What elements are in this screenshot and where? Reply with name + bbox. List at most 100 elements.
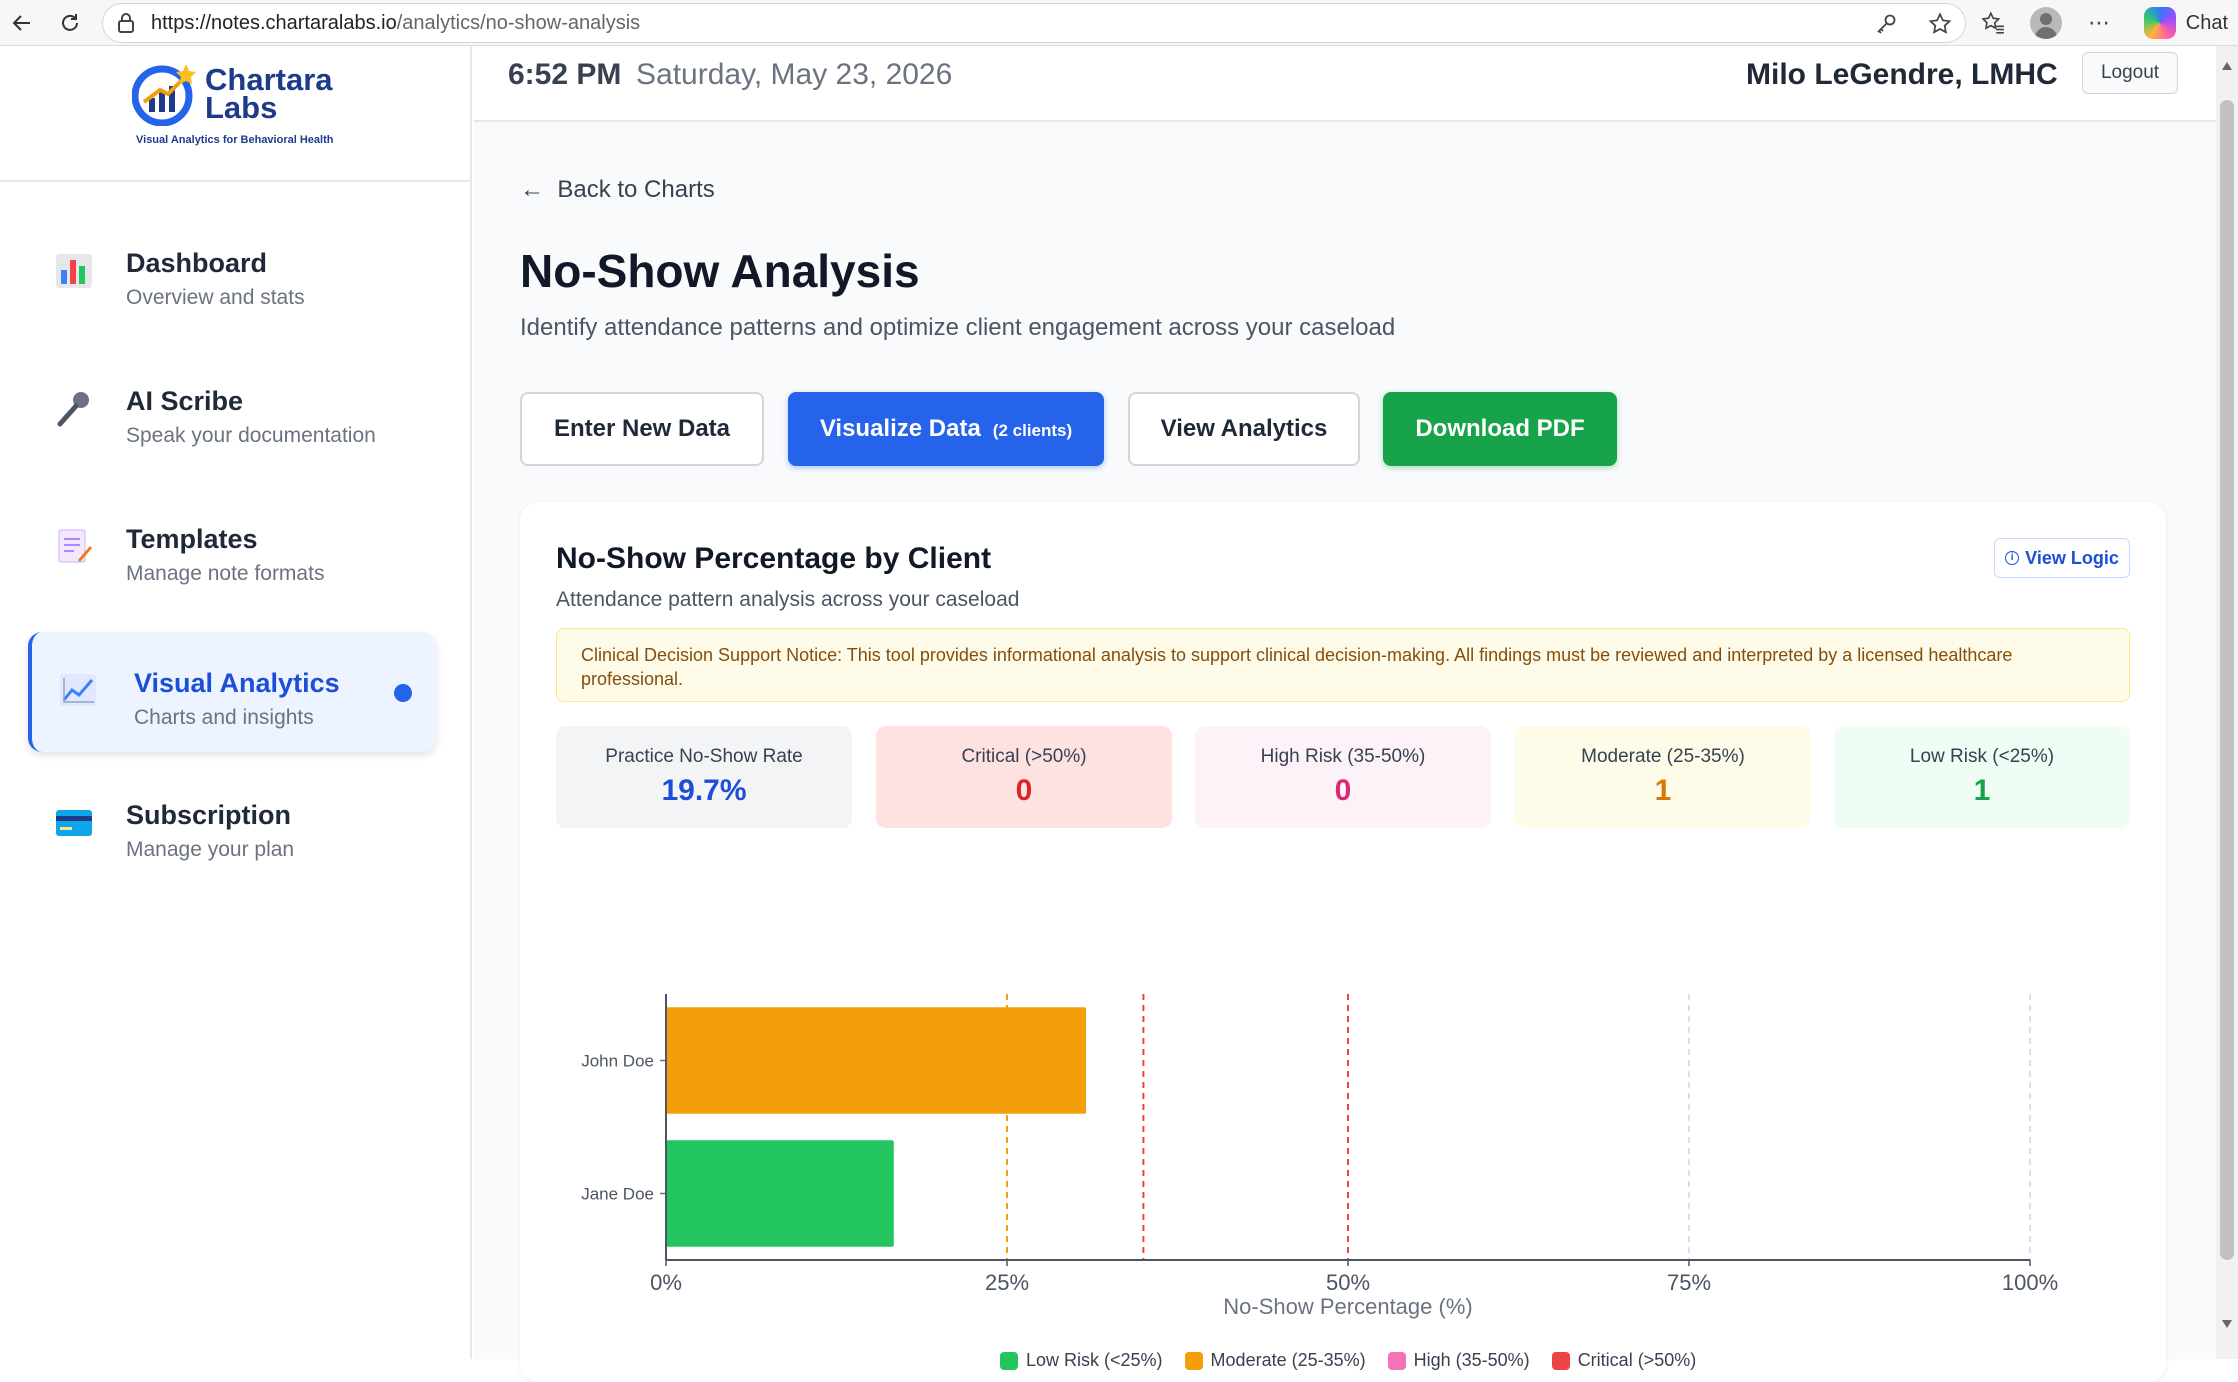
chart-title: No-Show Percentage by Client (556, 542, 992, 575)
logo-text: Chartara Labs (205, 62, 333, 125)
download-pdf-button[interactable]: Download PDF (1383, 392, 1617, 466)
legend-item: Critical (>50%) (1551, 1350, 1697, 1371)
back-arrow-icon[interactable] (0, 0, 44, 46)
legend-swatch (1551, 1351, 1570, 1370)
sidebar-item-dashboard[interactable]: Dashboard Overview and stats (28, 212, 436, 332)
sidebar: Chartara Labs Visual Analytics for Behav… (0, 46, 472, 1359)
stat-value: 0 (1015, 774, 1033, 807)
stat-label: Low Risk (<25%) (1909, 746, 2055, 767)
active-indicator (394, 684, 412, 702)
profile-icon[interactable] (2030, 7, 2062, 39)
legend-label: Low Risk (<25%) (1026, 1350, 1163, 1370)
browser-toolbar: https://notes.chartaralabs.io/analytics/… (0, 0, 2238, 46)
sidebar-item-subtitle: Charts and insights (134, 706, 314, 729)
logout-button[interactable]: Logout (2082, 52, 2178, 94)
stat-low-risk: Low Risk (<25%) 1 (1834, 726, 2130, 828)
stat-critical: Critical (>50%) 0 (876, 726, 1172, 828)
left-arrow-icon: ← (520, 176, 544, 203)
sidebar-item-subtitle: Manage note formats (126, 562, 325, 585)
url-path: /analytics/no-show-analysis (396, 11, 641, 34)
user-name: Milo LeGendre, LMHC (1746, 58, 2058, 91)
sidebar-item-subtitle: Manage your plan (126, 838, 295, 861)
stat-practice-rate: Practice No-Show Rate 19.7% (556, 726, 852, 828)
bar-john-doe (666, 1007, 1087, 1114)
sidebar-item-title: Subscription (126, 800, 292, 830)
stat-label: High Risk (35-50%) (1260, 746, 1426, 767)
sidebar-item-title: Templates (126, 524, 258, 554)
refresh-icon[interactable] (48, 0, 92, 46)
bar-jane-doe (666, 1140, 894, 1247)
back-link-label: Back to Charts (557, 176, 715, 203)
view-logic-label: View Logic (2025, 547, 2119, 568)
copilot-icon (2143, 7, 2176, 39)
star-icon[interactable] (1925, 9, 1955, 39)
chart-card: No-Show Percentage by Client Attendance … (520, 502, 2166, 1382)
current-time: 6:52 PM (508, 58, 622, 91)
clinical-notice: Clinical Decision Support Notice: This t… (556, 628, 2130, 702)
sidebar-item-visual-analytics[interactable]: Visual Analytics Charts and insights (28, 632, 436, 752)
scroll-up-icon[interactable] (2222, 62, 2232, 70)
stat-high-risk: High Risk (35-50%) 0 (1195, 726, 1491, 828)
no-show-bar-chart: John Doe Jane Doe 0% 25% 50% 75% 100% No-Show P… (581, 994, 2058, 1319)
info-icon: i (2005, 551, 2020, 565)
legend-label: High (35-50%) (1413, 1350, 1530, 1370)
logo-tagline: Visual Analytics for Behavioral Health (136, 134, 334, 146)
address-bar[interactable]: https://notes.chartaralabs.io/analytics/… (102, 3, 1966, 43)
notepad-icon (58, 529, 92, 563)
stat-value: 0 (1334, 774, 1352, 807)
legend-label: Critical (>50%) (1577, 1350, 1697, 1370)
stat-value: 1 (1654, 774, 1672, 807)
sidebar-item-title: AI Scribe (126, 386, 244, 416)
legend-swatch (1387, 1351, 1406, 1370)
sidebar-item-templates[interactable]: Templates Manage note formats (28, 488, 436, 608)
y-tick-label: John Doe (581, 1052, 654, 1071)
stat-value: 19.7% (661, 774, 747, 807)
stat-value: 1 (1973, 774, 1991, 807)
line-chart-icon (60, 674, 96, 706)
sidebar-item-subtitle: Overview and stats (126, 286, 305, 309)
stat-label: Critical (>50%) (961, 746, 1087, 767)
legend-swatch (1184, 1351, 1203, 1370)
chart-subtitle: Attendance pattern analysis across your … (556, 588, 1020, 611)
stat-label: Practice No-Show Rate (605, 746, 803, 767)
bar-chart-icon (56, 254, 92, 288)
legend-label: Moderate (25-35%) (1210, 1350, 1366, 1370)
back-to-charts-link[interactable]: ← Back to Charts (520, 176, 715, 204)
microphone-icon (57, 392, 89, 427)
x-tick-label: 0% (650, 1270, 682, 1295)
client-count-badge: (2 clients) (992, 421, 1073, 440)
lock-icon (118, 13, 134, 33)
current-date: Saturday, May 23, 2026 (636, 58, 953, 91)
copilot-chat-button[interactable]: Chat (2143, 4, 2228, 42)
sidebar-item-subtitle: Speak your documentation (126, 424, 376, 447)
legend-item: Moderate (25-35%) (1184, 1350, 1366, 1371)
legend-swatch (1000, 1351, 1018, 1370)
sidebar-item-subscription[interactable]: Subscription Manage your plan (28, 764, 436, 884)
chart-legend: Low Risk (<25%) Moderate (25-35%) High (… (1000, 1350, 1696, 1371)
x-tick-label: 50% (1326, 1270, 1370, 1295)
page-scrollbar[interactable] (2216, 46, 2238, 1359)
scroll-thumb[interactable] (2220, 100, 2234, 1260)
x-tick-label: 75% (1667, 1270, 1711, 1295)
x-tick-label: 100% (2002, 1270, 2058, 1295)
key-icon[interactable] (1871, 9, 1901, 39)
logo[interactable]: Chartara Labs Visual Analytics for Behav… (0, 46, 470, 182)
enter-new-data-button[interactable]: Enter New Data (520, 392, 764, 466)
sidebar-item-title: Dashboard (126, 248, 268, 278)
scroll-down-icon[interactable] (2222, 1320, 2232, 1328)
sidebar-item-title: Visual Analytics (134, 668, 340, 698)
favorites-icon[interactable] (1978, 8, 2008, 38)
view-logic-button[interactable]: i View Logic (1994, 538, 2130, 578)
url-host: https://notes.chartaralabs.io (151, 11, 397, 34)
view-analytics-button[interactable]: View Analytics (1128, 392, 1360, 466)
more-icon[interactable]: ⋯ (2088, 10, 2110, 35)
sidebar-item-ai-scribe[interactable]: AI Scribe Speak your documentation (28, 350, 436, 470)
stat-moderate: Moderate (25-35%) 1 (1515, 726, 1811, 828)
x-tick-label: 25% (985, 1270, 1029, 1295)
page-title: No-Show Analysis (520, 245, 920, 297)
chat-label: Chat (2185, 11, 2228, 34)
visualize-data-button[interactable]: Visualize Data (2 clients) (788, 392, 1104, 466)
credit-card-icon (56, 810, 92, 836)
page-subtitle: Identify attendance patterns and optimiz… (520, 314, 1396, 341)
main-content: ← Back to Charts No-Show Analysis Identi… (474, 122, 2216, 1382)
